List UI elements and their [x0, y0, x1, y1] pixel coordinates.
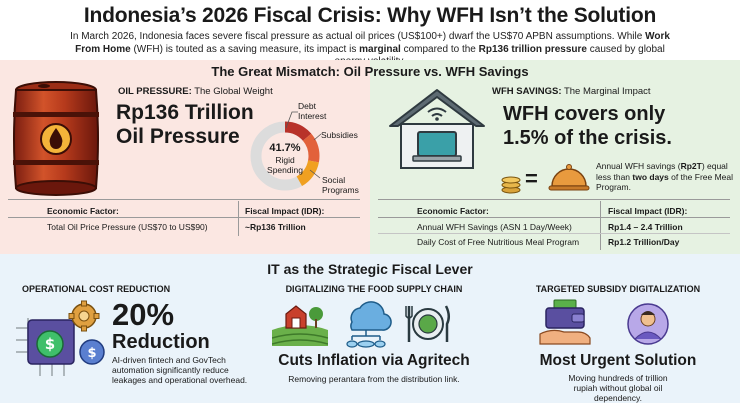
intro-text-2: (WFH) is touted as a saving measure, its…	[130, 43, 360, 55]
plate-cutlery-icon	[405, 305, 450, 342]
intro-bold-marginal: marginal	[359, 43, 401, 55]
donut-segment-subsidies	[250, 121, 320, 191]
oil-table-divider	[238, 201, 239, 236]
note-text-1: Annual WFH savings (	[596, 161, 681, 171]
wfh-table-row2-impact: Rp1.2 Trillion/Day	[608, 237, 680, 247]
svg-text:$: $	[45, 335, 55, 353]
oil-table-col-impact: Fiscal Impact (IDR):	[245, 206, 325, 216]
op-cost-percentage: 20%	[112, 297, 175, 332]
note-text-3: of the Free Meal Program.	[596, 171, 734, 193]
food-chain-description: Removing perantara from the distribution…	[288, 374, 460, 384]
mismatch-title: The Great Mismatch: Oil Pressure vs. WFH…	[211, 64, 529, 79]
oil-table-col-factor: Economic Factor:	[47, 206, 119, 216]
coin-stack-icon	[501, 176, 521, 194]
wfh-coverage-line2: 1.5% of the crisis.	[503, 127, 672, 149]
svg-text:$: $	[87, 346, 96, 361]
wfh-table-col-impact: Fiscal Impact (IDR):	[608, 206, 688, 216]
label-debt-interest: Debt Interest	[298, 101, 326, 121]
note-bold-two-days: two days	[632, 171, 669, 182]
intro-text-1: In March 2026, Indonesia faces severe fi…	[70, 31, 646, 42]
wfh-table-row1-factor: Annual WFH Savings (ASN 1 Day/Week)	[417, 222, 572, 232]
op-cost-reduction-label: Reduction	[112, 331, 210, 353]
subsidy-description: Moving hundreds of trillion rupiah witho…	[568, 373, 668, 403]
wfh-table-col-factor: Economic Factor:	[417, 206, 489, 216]
op-cost-heading: OPERATIONAL COST REDUCTION	[22, 284, 171, 294]
oil-heading-rest: The Global Weight	[191, 86, 273, 97]
oil-pressure-amount: Rp136 Trillion	[116, 101, 254, 124]
note-bold-rp2t: Rp2T	[680, 161, 702, 171]
label-subsidies: Subsidies	[321, 130, 358, 140]
chip-coin-gears-icon: $ $	[16, 300, 105, 376]
farm-icon	[272, 305, 328, 346]
wfh-heading-bold: WFH SAVINGS:	[492, 86, 562, 97]
oil-heading-bold: OIL PRESSURE:	[118, 86, 192, 97]
oil-pressure-heading: OIL PRESSURE: The Global Weight	[118, 86, 273, 97]
note-text-2: ) equal less than	[596, 161, 728, 182]
wfh-table-top-rule	[378, 199, 730, 200]
oil-table-row-factor: Total Oil Price Pressure (US$70 to US$90…	[47, 222, 208, 232]
cloud-database-icon	[346, 301, 392, 348]
intro-bold-wfh: Work From Home	[75, 31, 670, 55]
food-chain-heading: DIGITALIZING THE FOOD SUPPLY CHAIN	[285, 284, 463, 294]
donut-label-leaders	[286, 111, 322, 179]
page-title: Indonesia’s 2026 Fiscal Crisis: Why WFH …	[83, 4, 657, 27]
food-cloche-icon	[548, 164, 590, 191]
intro-bold-pressure: Rp136 trillion pressure	[478, 43, 587, 55]
rigid-spending-donut-chart	[250, 121, 320, 191]
oil-table-row-impact: ~Rp136 Trillion	[245, 222, 306, 232]
home-laptop-icon	[389, 89, 485, 169]
label-social-programs: Social Programs	[322, 175, 359, 195]
wfh-heading-rest: The Marginal Impact	[561, 86, 651, 97]
donut-segment-debt	[250, 121, 320, 191]
label-programs: Programs	[322, 185, 359, 195]
donut-label-rigid: Rigid	[275, 155, 295, 165]
wfh-table-divider	[600, 201, 601, 250]
oil-pressure-label: Oil Pressure	[116, 125, 240, 148]
donut-percentage: 41.7%	[269, 142, 301, 154]
oil-table-top-rule	[8, 199, 360, 200]
user-avatar-icon	[627, 303, 669, 345]
it-lever-title: IT as the Strategic Fiscal Lever	[267, 261, 473, 277]
op-cost-description: AI-driven fintech and GovTech automation…	[112, 355, 248, 385]
donut-center-label: Rigid Spending	[247, 155, 323, 175]
label-debt: Debt	[298, 101, 316, 111]
intro-text-3: compared to the	[400, 43, 479, 55]
food-chain-headline: Cuts Inflation via Agritech	[278, 352, 470, 369]
donut-label-spending: Spending	[267, 165, 303, 175]
label-social: Social	[322, 175, 346, 185]
subsidy-heading: TARGETED SUBSIDY DIGITALIZATION	[535, 284, 701, 294]
wfh-table-row1-impact: Rp1.4 – 2.4 Trillion	[608, 222, 683, 232]
equals-sign: =	[525, 166, 538, 191]
hand-wallet-icon	[539, 299, 591, 345]
oil-table-mid-rule	[8, 217, 360, 218]
oil-barrel-icon	[13, 81, 99, 196]
wfh-table-row-rule	[378, 233, 730, 234]
wfh-coverage-line1: WFH covers only	[503, 103, 666, 125]
wfh-table-row2-factor: Daily Cost of Free Nutritious Meal Progr…	[417, 237, 580, 247]
subsidy-headline: Most Urgent Solution	[539, 352, 697, 369]
wfh-meal-comparison-note: Annual WFH savings (Rp2T) equal less tha…	[596, 161, 738, 193]
wfh-table-mid-rule	[378, 217, 730, 218]
label-interest: Interest	[298, 111, 327, 121]
wfh-savings-heading: WFH SAVINGS: The Marginal Impact	[492, 86, 651, 97]
